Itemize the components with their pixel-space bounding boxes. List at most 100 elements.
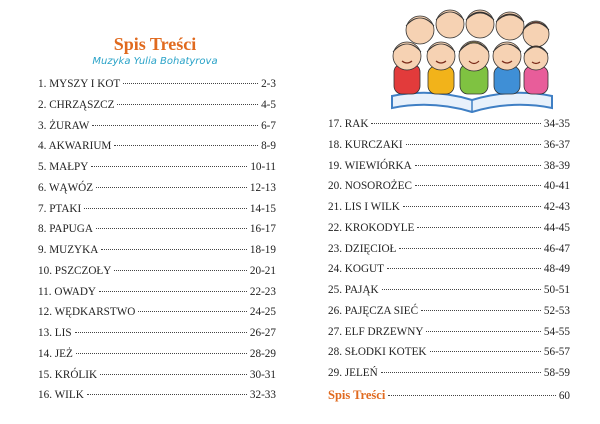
toc-entry-page: 30-31 bbox=[249, 368, 276, 381]
dot-leader bbox=[100, 373, 247, 375]
dot-leader bbox=[114, 269, 247, 271]
toc-entry-page: 24-25 bbox=[249, 306, 276, 319]
toc-entry-page: 18-19 bbox=[249, 244, 276, 256]
toc-entry-page: 32-33 bbox=[249, 389, 276, 402]
toc-entry-title: 25. PAJĄK bbox=[328, 284, 379, 296]
toc-entry-page: 4-5 bbox=[261, 98, 276, 111]
toc-entry-page: 54-55 bbox=[543, 325, 570, 338]
dot-leader bbox=[402, 206, 541, 207]
toc-entry-page: 20-21 bbox=[249, 264, 276, 277]
toc-entry-page: 8-9 bbox=[261, 140, 276, 153]
toc-entry: 10. PSZCZOŁY 20-21 bbox=[38, 265, 276, 286]
toc-entry-title: 2. CHRZĄSZCZ bbox=[38, 98, 115, 111]
dot-leader bbox=[101, 249, 247, 250]
toc-entry: 15. KRÓLIK 30-31 bbox=[38, 369, 276, 390]
toc-entry-title: 14. JEŻ bbox=[38, 347, 73, 360]
toc-entry-title: 20. NOSOROŻEC bbox=[328, 180, 412, 193]
dot-leader bbox=[92, 124, 259, 126]
dot-leader bbox=[99, 290, 247, 292]
toc-entry-page: 12-13 bbox=[249, 181, 276, 194]
toc-entry-title: 9. MUZYKA bbox=[38, 244, 99, 256]
toc-entry: 29. JELEŃ 58-59 bbox=[328, 367, 570, 388]
dot-leader bbox=[86, 394, 247, 396]
toc-entry-title: 5. MAŁPY bbox=[38, 161, 89, 173]
dot-leader bbox=[421, 309, 541, 311]
dot-leader bbox=[74, 332, 247, 333]
dot-leader bbox=[91, 166, 248, 167]
toc-entry-page: 52-53 bbox=[543, 304, 570, 317]
toc-entry-title: 16. WILK bbox=[38, 389, 84, 402]
toc-entry-title: 24. KOGUT bbox=[328, 263, 384, 276]
dot-leader bbox=[414, 185, 541, 187]
toc-entry-title: 11. OWADY bbox=[38, 285, 97, 298]
toc-entry-page: 50-51 bbox=[543, 284, 570, 296]
toc-entry: 27. ELF DRZEWNY 54-55 bbox=[328, 326, 570, 347]
dot-leader bbox=[414, 164, 541, 166]
toc-left-column: 1. MYSZY I KOT 2-3 2. CHRZĄSZCZ 4-5 3. ŻURAW… bbox=[38, 78, 276, 410]
toc-entry: 14. JEŻ 28-29 bbox=[38, 348, 276, 369]
dot-leader bbox=[84, 207, 247, 209]
dot-leader bbox=[75, 352, 247, 354]
toc-entry-title: 7. PTAKI bbox=[38, 202, 82, 215]
dot-leader bbox=[96, 186, 247, 188]
dot-leader bbox=[123, 83, 259, 84]
toc-entry: 22. KROKODYLE 44-45 bbox=[328, 222, 570, 243]
dot-leader bbox=[388, 394, 556, 396]
toc-entry: 26. PAJĘCZA SIEĆ 52-53 bbox=[328, 305, 570, 326]
dot-leader bbox=[386, 268, 541, 270]
toc-entry: 28. SŁODKI KOTEK 56-57 bbox=[328, 346, 570, 367]
toc-entry-title: 6. WĄWÓZ bbox=[38, 181, 94, 194]
toc-entry-page: 44-45 bbox=[543, 221, 570, 234]
page-subtitle: Muzyka Yulia Bohatyrova bbox=[92, 56, 218, 67]
dot-leader bbox=[405, 143, 541, 145]
toc-entry: 6. WĄWÓZ 12-13 bbox=[38, 182, 276, 203]
dot-leader bbox=[426, 330, 541, 332]
toc-entry-title: Spis Treści bbox=[328, 387, 386, 402]
toc-entry-page: 40-41 bbox=[543, 180, 570, 193]
toc-entry-title: 15. KRÓLIK bbox=[38, 368, 98, 381]
toc-entry: 4. AKWARIUM 8-9 bbox=[38, 140, 276, 161]
toc-entry-title: 10. PSZCZOŁY bbox=[38, 264, 112, 277]
toc-entry-page: 28-29 bbox=[249, 347, 276, 360]
toc-entry-page: 6-7 bbox=[261, 119, 276, 132]
toc-entry-title: 22. KROKODYLE bbox=[328, 221, 415, 234]
toc-right-column: 17. RAK 34-35 18. KURCZAKI 36-37 19. WIEWIÓR… bbox=[328, 118, 570, 409]
toc-entry-page: 22-23 bbox=[249, 285, 276, 298]
toc-entry: 5. MAŁPY 10-11 bbox=[38, 161, 276, 182]
toc-entry-page: 48-49 bbox=[543, 263, 570, 276]
toc-entry-title: 1. MYSZY I KOT bbox=[38, 78, 121, 90]
toc-entry-title: 21. LIS I WILK bbox=[328, 201, 400, 213]
toc-entry: 20. NOSOROŻEC 40-41 bbox=[328, 180, 570, 201]
children-reading-book-illustration bbox=[391, 9, 553, 114]
toc-entry-page: 10-11 bbox=[250, 161, 276, 173]
dot-leader bbox=[380, 372, 541, 373]
toc-entry: 8. PAPUGA 16-17 bbox=[38, 223, 276, 244]
toc-entry-page: 38-39 bbox=[543, 159, 570, 172]
toc-entry: 23. DZIĘCIOŁ 46-47 bbox=[328, 243, 570, 264]
toc-entry-title: 4. AKWARIUM bbox=[38, 140, 112, 153]
toc-entry-page: 60 bbox=[558, 389, 570, 402]
dot-leader bbox=[371, 123, 541, 124]
toc-entry-title: 17. RAK bbox=[328, 118, 369, 130]
toc-entry-page: 36-37 bbox=[543, 138, 570, 151]
toc-entry-title: 8. PAPUGA bbox=[38, 223, 93, 236]
toc-entry: 19. WIEWIÓRKA 38-39 bbox=[328, 160, 570, 181]
toc-entry-page: 2-3 bbox=[261, 78, 276, 90]
toc-entry-page: 14-15 bbox=[249, 202, 276, 215]
toc-entry-title: 29. JELEŃ bbox=[328, 367, 378, 379]
toc-entry: 2. CHRZĄSZCZ 4-5 bbox=[38, 99, 276, 120]
toc-entry-page: 46-47 bbox=[543, 242, 570, 255]
dot-leader bbox=[417, 226, 541, 228]
toc-entry-title: 13. LIS bbox=[38, 327, 72, 339]
toc-entry-page: 42-43 bbox=[543, 201, 570, 213]
toc-entry: 24. KOGUT 48-49 bbox=[328, 263, 570, 284]
page-title: Spis Treści bbox=[113, 34, 197, 54]
toc-entry-title: 27. ELF DRZEWNY bbox=[328, 325, 424, 338]
toc-entry: 9. MUZYKA 18-19 bbox=[38, 244, 276, 265]
toc-entry-page: 34-35 bbox=[543, 118, 570, 130]
toc-entry: 18. KURCZAKI 36-37 bbox=[328, 139, 570, 160]
toc-entry: 25. PAJĄK 50-51 bbox=[328, 284, 570, 305]
toc-entry: 7. PTAKI 14-15 bbox=[38, 203, 276, 224]
toc-entry-title: 3. ŻURAW bbox=[38, 119, 90, 132]
dot-leader bbox=[429, 351, 541, 353]
